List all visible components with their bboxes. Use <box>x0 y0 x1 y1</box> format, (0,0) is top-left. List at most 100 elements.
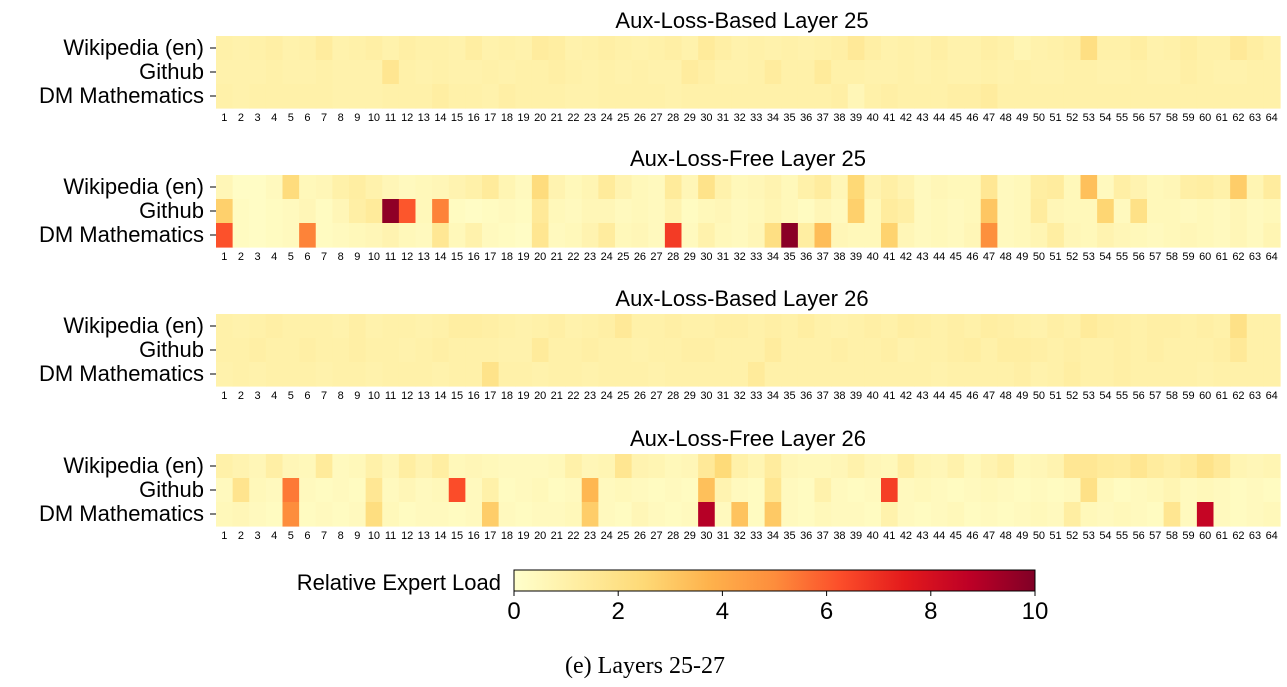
heatmap-cell <box>864 478 882 503</box>
heatmap-cell <box>897 60 915 85</box>
column-tick-label: 40 <box>867 251 879 263</box>
heatmap-cell <box>1213 84 1231 109</box>
heatmap-cell <box>1014 338 1032 363</box>
heatmap-cell <box>897 223 915 248</box>
row-label: Github <box>139 59 204 84</box>
heatmap-cell <box>1180 478 1198 503</box>
heatmap-cell <box>698 454 716 479</box>
heatmap-cell <box>748 314 766 339</box>
column-tick-label: 52 <box>1066 251 1078 263</box>
column-tick-label: 26 <box>634 530 646 542</box>
column-tick-label: 49 <box>1016 390 1028 402</box>
heatmap-cell <box>1263 84 1281 109</box>
heatmap-cell <box>265 199 284 224</box>
column-tick-label: 46 <box>966 530 978 542</box>
column-tick-label: 39 <box>850 390 862 402</box>
colorbar-ticks: 0 2 4 6 8 10 <box>507 591 1048 625</box>
column-tick-label: 16 <box>468 112 480 124</box>
column-tick-label: 22 <box>567 251 579 263</box>
heatmap-cell <box>349 338 367 363</box>
heatmap-cell <box>415 502 433 527</box>
heatmap-cell <box>315 84 333 109</box>
heatmap-cell <box>1063 454 1082 479</box>
row-label: DM Mathematics <box>39 222 204 247</box>
column-tick-label: 13 <box>418 251 430 263</box>
column-tick-label: 23 <box>584 112 596 124</box>
heatmap-cell <box>1163 36 1181 61</box>
heatmap-cell <box>781 175 799 200</box>
heatmap-cell <box>814 314 832 339</box>
heatmap-cell <box>498 338 516 363</box>
heatmap-cell <box>914 454 932 479</box>
heatmap-cell <box>282 84 300 109</box>
heatmap-cell <box>881 36 899 61</box>
heatmap-cell <box>615 362 633 387</box>
heatmap-cell <box>398 454 417 479</box>
heatmap-cell <box>1113 454 1131 479</box>
column-tick-label: 43 <box>916 112 928 124</box>
column-tick-label: 34 <box>767 112 779 124</box>
heatmap-cell <box>648 478 666 503</box>
heatmap-cell <box>232 84 250 109</box>
heatmap-cell <box>1097 338 1115 363</box>
column-tick-label: 14 <box>434 530 446 542</box>
heatmap-cell <box>415 338 433 363</box>
heatmap-cell <box>1130 454 1148 479</box>
column-tick-label: 59 <box>1182 112 1194 124</box>
heatmap-cell <box>1030 314 1048 339</box>
column-tick-label: 4 <box>271 530 277 542</box>
column-tick-label: 15 <box>451 251 463 263</box>
column-tick-label: 1 <box>221 390 227 402</box>
heatmap-cell <box>1263 362 1281 387</box>
heatmap-cell <box>1230 60 1248 85</box>
heatmap-cell <box>315 175 333 200</box>
heatmap-cell <box>1163 223 1181 248</box>
heatmap-cell <box>1113 36 1131 61</box>
column-tick-label: 2 <box>238 112 244 124</box>
heatmap-cell <box>964 84 982 109</box>
heatmap-cell <box>249 84 267 109</box>
column-tick-label: 29 <box>684 390 696 402</box>
heatmap-cell <box>265 502 284 527</box>
heatmap-panel-aux-loss-free-layer-26: Aux-Loss-Free Layer 26 Wikipedia (en) Gi… <box>39 426 1281 542</box>
column-tick-label: 37 <box>817 530 829 542</box>
heatmap-cell <box>548 223 566 248</box>
column-tick-label: 52 <box>1066 530 1078 542</box>
heatmap-cell <box>432 502 450 527</box>
heatmap-cell <box>781 84 799 109</box>
column-tick-label: 35 <box>783 390 795 402</box>
column-tick-label: 21 <box>551 390 563 402</box>
heatmap-cell <box>432 84 450 109</box>
column-tick-label: 22 <box>567 530 579 542</box>
column-tick-label: 54 <box>1099 530 1111 542</box>
heatmap-cell <box>1180 84 1198 109</box>
heatmap-cell <box>1196 223 1215 248</box>
heatmap-cell <box>365 362 383 387</box>
heatmap-cell <box>232 454 250 479</box>
column-tick-label: 60 <box>1199 390 1211 402</box>
heatmap-cell <box>615 199 633 224</box>
heatmap-cell <box>847 223 865 248</box>
heatmap-cell <box>332 199 350 224</box>
heatmap-cell <box>1080 199 1098 224</box>
heatmap-cell <box>997 478 1015 503</box>
column-tick-label: 30 <box>700 390 712 402</box>
heatmap-cell <box>1213 362 1231 387</box>
column-tick-label: 37 <box>817 112 829 124</box>
heatmap-cell <box>664 175 683 200</box>
heatmap-cell <box>698 199 716 224</box>
heatmap-cell <box>1196 362 1215 387</box>
heatmap-cell <box>581 223 599 248</box>
column-tick-label: 24 <box>601 390 613 402</box>
column-tick-label: 3 <box>254 112 260 124</box>
column-tick-label: 42 <box>900 251 912 263</box>
heatmap-cell <box>1030 338 1048 363</box>
row-label: Github <box>139 477 204 502</box>
heatmap-cell <box>698 36 716 61</box>
column-tick-label: 44 <box>933 390 945 402</box>
heatmap-cell <box>980 199 998 224</box>
column-tick-label: 61 <box>1216 251 1228 263</box>
heatmap-cell <box>781 454 799 479</box>
heatmap-cell <box>1163 338 1181 363</box>
heatmap-cell <box>415 36 433 61</box>
